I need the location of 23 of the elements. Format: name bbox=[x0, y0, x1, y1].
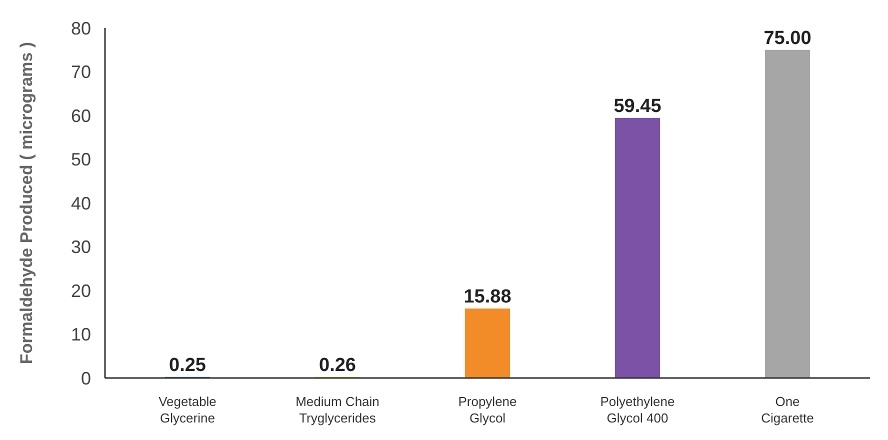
y-tick-label: 0 bbox=[80, 368, 91, 388]
data-label: 15.88 bbox=[464, 286, 512, 308]
x-tick-label: Propylene Glycol bbox=[458, 394, 517, 426]
x-tick-label: One Cigarette bbox=[761, 394, 814, 426]
y-tick-label: 40 bbox=[70, 193, 91, 214]
x-tick-label: Vegetable Glycerine bbox=[158, 394, 216, 426]
x-tick-label: Polyethylene Glycol 400 bbox=[600, 394, 675, 426]
y-tick-label: 20 bbox=[70, 280, 91, 301]
y-tick-label: 50 bbox=[70, 150, 91, 170]
y-tick-label: 30 bbox=[70, 237, 91, 258]
data-label: 0.25 bbox=[169, 354, 206, 376]
y-tick-label: 80 bbox=[70, 18, 91, 38]
y-tick-label: 70 bbox=[70, 62, 91, 82]
bar bbox=[465, 308, 510, 378]
y-tick-label: 10 bbox=[70, 324, 91, 345]
data-label: 75.00 bbox=[764, 28, 812, 49]
data-label: 0.26 bbox=[319, 354, 356, 376]
y-axis-title: Formaldehyde Produced ( micrograms ) bbox=[17, 42, 36, 364]
x-tick-label: Medium Chain Tryglycerides bbox=[296, 394, 380, 426]
bar bbox=[765, 50, 810, 378]
data-label: 59.45 bbox=[614, 96, 662, 117]
y-tick-label: 60 bbox=[70, 106, 91, 126]
bar bbox=[615, 118, 660, 378]
